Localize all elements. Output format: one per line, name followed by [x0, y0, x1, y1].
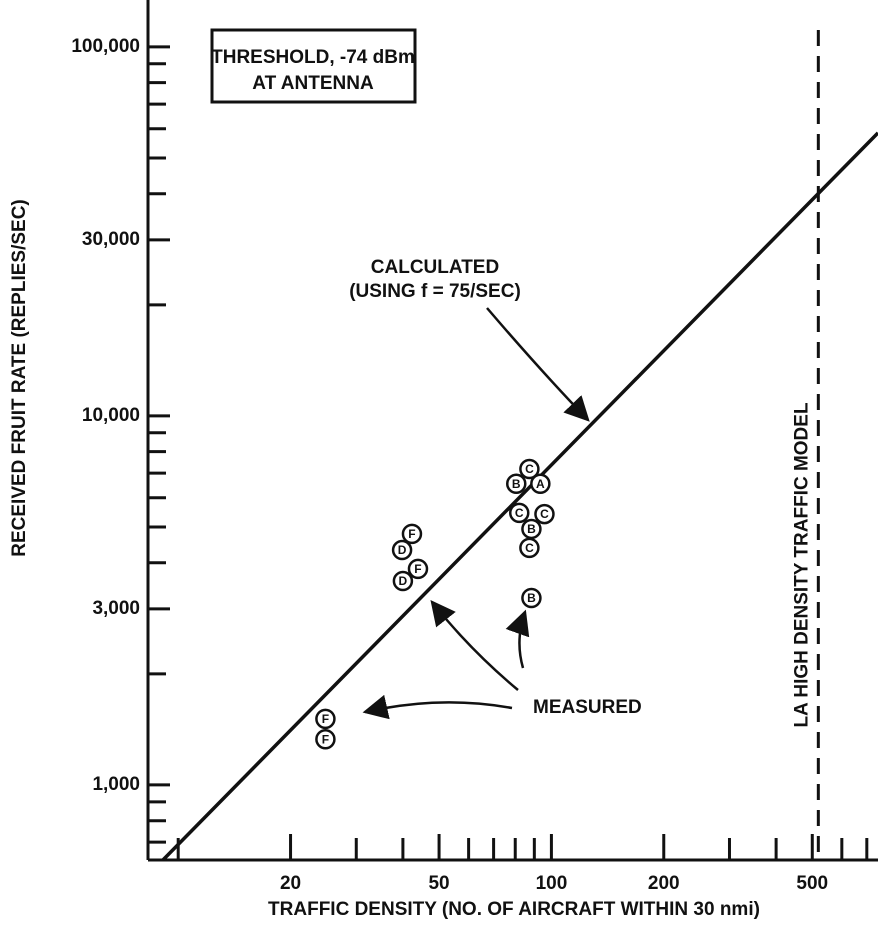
arrows — [362, 307, 590, 720]
annotation: (USING f = 75/SEC) — [349, 281, 521, 302]
point-label: D — [398, 543, 407, 557]
measured-point — [521, 587, 542, 609]
x-tick-label: 50 — [428, 873, 449, 894]
measured-point — [407, 558, 429, 580]
measured-point — [401, 523, 423, 545]
measured-point — [519, 537, 540, 559]
point-label: C — [525, 541, 534, 555]
point-label: F — [408, 527, 415, 541]
point-label: B — [512, 477, 521, 491]
measured-point — [519, 458, 540, 480]
measured-point — [391, 539, 413, 561]
point-label: C — [540, 507, 549, 521]
x-tick-label: 500 — [796, 873, 828, 894]
annotation-box — [210, 28, 417, 104]
y-tick-label: 1,000 — [92, 774, 140, 795]
measured-point — [315, 708, 336, 730]
annotation: CALCULATED — [371, 257, 499, 278]
y-tick-label: 30,000 — [82, 229, 140, 250]
point-label: B — [527, 522, 536, 536]
reference-label: LA HIGH DENSITY TRAFFIC MODEL — [791, 402, 812, 728]
point-label: F — [322, 712, 329, 726]
annotation: AT ANTENNA — [252, 73, 374, 94]
x-axis-label: TRAFFIC DENSITY (NO. OF AIRCRAFT WITHIN … — [268, 899, 760, 920]
annotation: MEASURED — [533, 697, 642, 718]
point-label: F — [322, 732, 329, 746]
point-label: F — [414, 562, 421, 576]
point-label: A — [536, 477, 545, 491]
y-tick-label: 10,000 — [82, 405, 140, 426]
annotation: THRESHOLD, -74 dBm — [211, 47, 415, 68]
calculated-line — [161, 131, 878, 862]
x-tick-label: 100 — [536, 873, 568, 894]
x-tick-label: 200 — [648, 873, 680, 894]
point-label: C — [525, 462, 534, 476]
measured-point — [506, 473, 527, 494]
measured-point — [508, 502, 530, 524]
point-label: B — [527, 591, 536, 605]
measured-point — [392, 570, 414, 592]
measured-point — [530, 473, 551, 494]
y-tick-label: 3,000 — [92, 598, 140, 619]
measured-point — [315, 728, 336, 750]
y-tick-label: 100,000 — [71, 36, 140, 57]
y-axis-label: RECEIVED FRUIT RATE (REPLIES/SEC) — [9, 199, 30, 557]
point-label: D — [399, 574, 408, 588]
point-label: C — [515, 506, 524, 520]
x-tick-label: 20 — [280, 873, 301, 894]
measured-point — [534, 503, 555, 525]
